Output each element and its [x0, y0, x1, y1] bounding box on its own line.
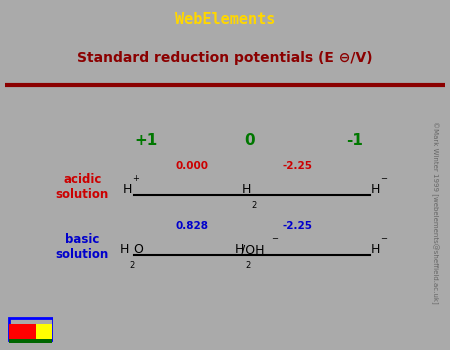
- Text: −: −: [271, 234, 278, 243]
- Text: acidic
solution: acidic solution: [56, 173, 109, 201]
- Bar: [9, 318, 53, 340]
- Text: -1: -1: [346, 133, 363, 148]
- Bar: [36, 324, 52, 339]
- Text: /OH: /OH: [241, 243, 265, 256]
- Text: H: H: [371, 243, 380, 256]
- Text: Standard reduction potentials (E ⊖/V): Standard reduction potentials (E ⊖/V): [77, 51, 373, 65]
- Text: ©Mark Winter 1999 [webelements@sheffield.ac.uk]: ©Mark Winter 1999 [webelements@sheffield…: [431, 121, 439, 304]
- Bar: [9, 324, 36, 339]
- Text: +1: +1: [134, 133, 158, 148]
- Text: 2: 2: [245, 261, 251, 270]
- Text: H: H: [235, 243, 245, 256]
- Text: H: H: [371, 183, 380, 196]
- Text: WebElements: WebElements: [175, 13, 275, 27]
- Bar: [9, 340, 52, 343]
- Text: H: H: [119, 243, 129, 256]
- Text: 0.000: 0.000: [176, 161, 208, 170]
- Text: -2.25: -2.25: [283, 220, 312, 231]
- Text: H: H: [241, 183, 251, 196]
- Text: 0: 0: [244, 133, 254, 148]
- Text: 2: 2: [129, 261, 135, 270]
- Text: basic
solution: basic solution: [56, 233, 109, 261]
- Text: -2.25: -2.25: [283, 161, 312, 170]
- Text: 0.828: 0.828: [176, 220, 208, 231]
- Text: +: +: [132, 174, 139, 183]
- Text: H: H: [123, 183, 132, 196]
- Text: 2: 2: [252, 201, 256, 210]
- Text: O: O: [133, 243, 143, 256]
- Text: −: −: [381, 174, 387, 183]
- Text: −: −: [381, 234, 387, 243]
